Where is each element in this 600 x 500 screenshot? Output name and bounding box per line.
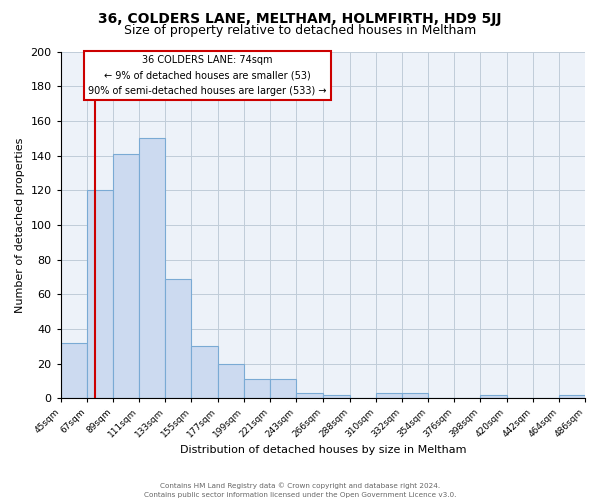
Bar (218, 364, 244, 398)
Bar (87, 190, 113, 398)
Text: Contains public sector information licensed under the Open Government Licence v3: Contains public sector information licen… (144, 492, 456, 498)
Bar (191, 346, 218, 399)
Bar (402, 393, 428, 398)
Text: Size of property relative to detached houses in Meltham: Size of property relative to detached ho… (124, 24, 476, 37)
Bar (296, 393, 323, 398)
Bar (244, 380, 270, 398)
X-axis label: Distribution of detached houses by size in Meltham: Distribution of detached houses by size … (179, 445, 466, 455)
Bar (113, 154, 139, 398)
Text: Contains HM Land Registry data © Crown copyright and database right 2024.: Contains HM Land Registry data © Crown c… (160, 482, 440, 489)
Bar (139, 138, 166, 398)
Bar (559, 395, 585, 398)
Y-axis label: Number of detached properties: Number of detached properties (15, 137, 25, 312)
Text: 36, COLDERS LANE, MELTHAM, HOLMFIRTH, HD9 5JJ: 36, COLDERS LANE, MELTHAM, HOLMFIRTH, HD… (98, 12, 502, 26)
Bar (61, 343, 87, 398)
Bar (376, 393, 402, 398)
Bar (166, 278, 191, 398)
Bar (481, 395, 506, 398)
Bar (323, 395, 350, 398)
Bar (270, 380, 296, 398)
Text: 36 COLDERS LANE: 74sqm
← 9% of detached houses are smaller (53)
90% of semi-deta: 36 COLDERS LANE: 74sqm ← 9% of detached … (88, 55, 327, 96)
